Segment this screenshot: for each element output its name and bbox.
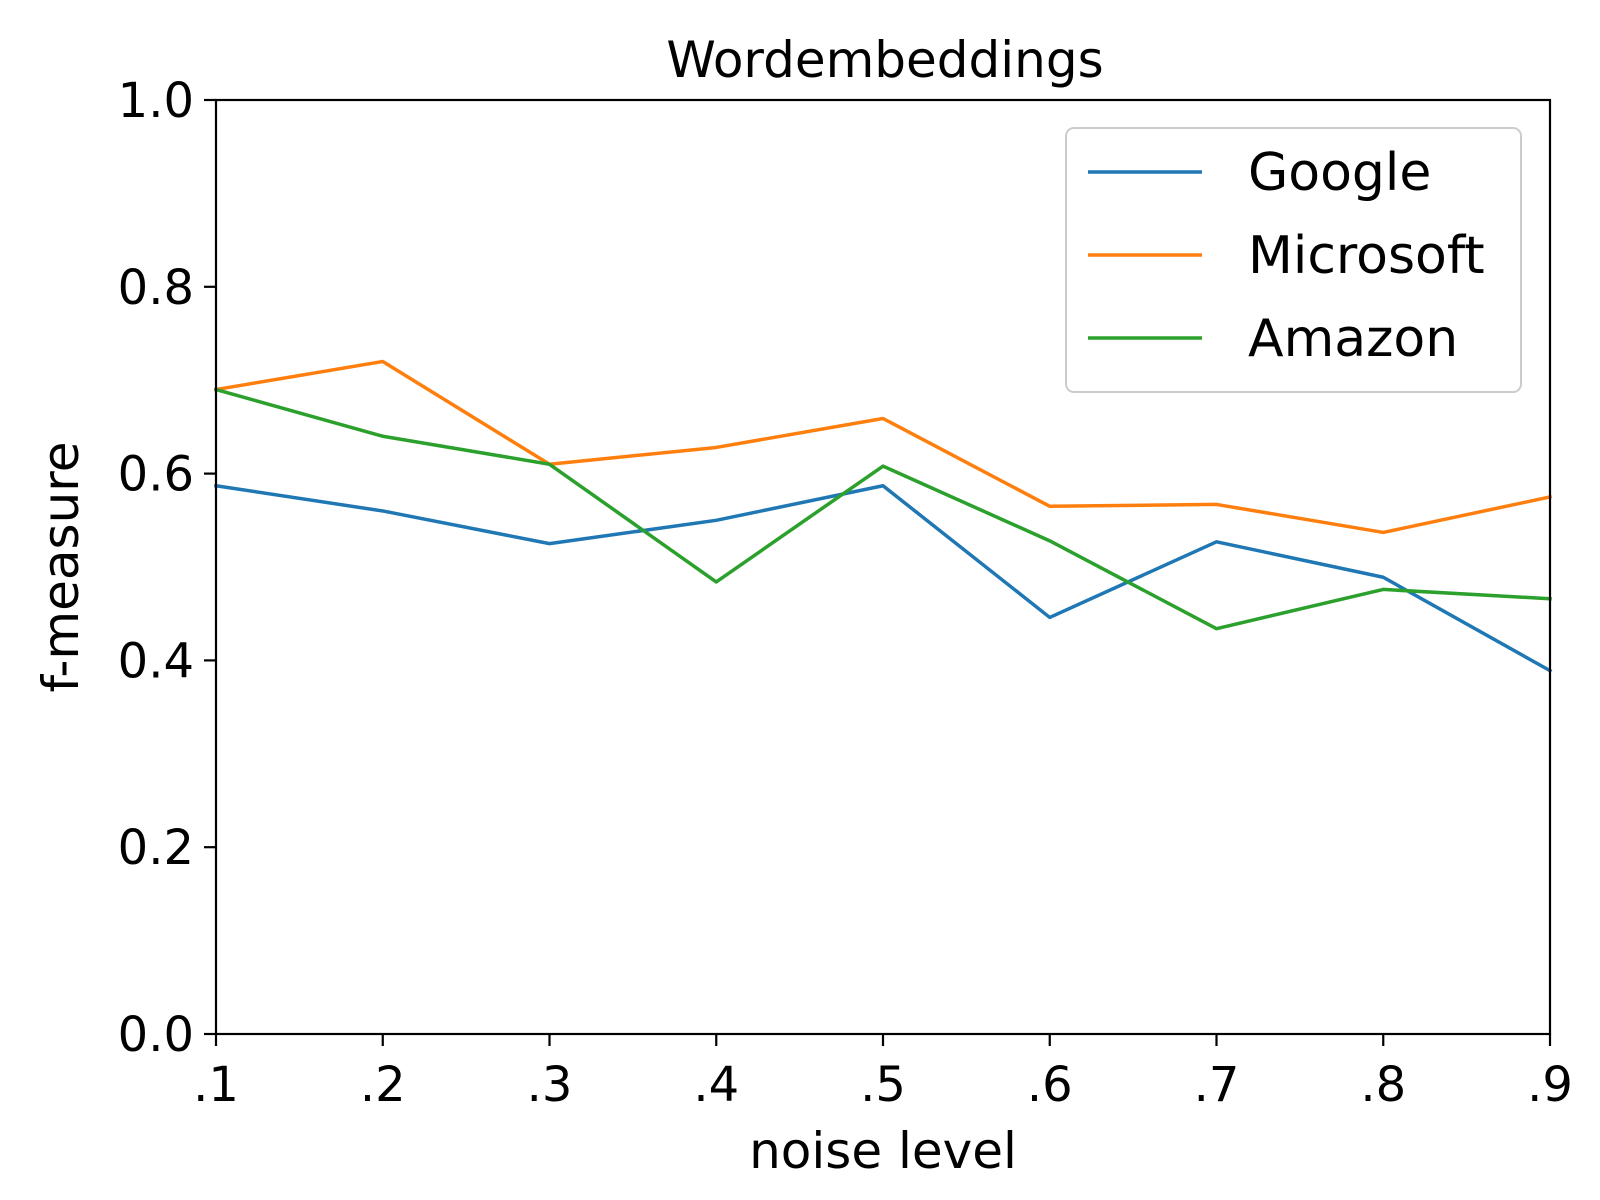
x-axis-ticks: .1 .2 .3 .4 .5 .6 .7 .8 .9 bbox=[193, 1034, 1573, 1113]
legend: Google Microsoft Amazon bbox=[1065, 127, 1522, 393]
x-tick-label: .7 bbox=[1194, 1057, 1240, 1113]
y-tick-label: 0.4 bbox=[118, 633, 194, 689]
x-tick-label: .2 bbox=[360, 1057, 406, 1113]
chart-title: Wordembeddings bbox=[666, 31, 1103, 89]
plot-frame bbox=[214, 98, 1552, 1036]
y-tick-label: 0.8 bbox=[118, 260, 194, 316]
x-tick-label: .6 bbox=[1027, 1057, 1073, 1113]
y-axis-ticks: 0.0 0.2 0.4 0.6 0.8 1.0 bbox=[118, 73, 216, 1063]
legend-label-microsoft: Microsoft bbox=[1248, 226, 1485, 286]
x-tick-label: .9 bbox=[1527, 1057, 1573, 1113]
legend-label-google: Google bbox=[1248, 143, 1431, 203]
series-line-google bbox=[214, 483, 1553, 674]
legend-box bbox=[1065, 127, 1522, 393]
y-tick-label: 0.0 bbox=[118, 1007, 194, 1063]
x-tick-label: .4 bbox=[693, 1057, 739, 1113]
y-tick-label: 1.0 bbox=[118, 73, 194, 129]
series-lines bbox=[213, 359, 1553, 674]
series-line-microsoft bbox=[213, 359, 1553, 535]
legend-label-amazon: Amazon bbox=[1248, 309, 1458, 369]
x-axis-label: noise level bbox=[749, 1122, 1017, 1180]
series-line-amazon bbox=[213, 387, 1552, 631]
x-tick-label: .3 bbox=[527, 1057, 573, 1113]
y-tick-label: 0.6 bbox=[118, 447, 194, 503]
x-tick-label: .8 bbox=[1360, 1057, 1406, 1113]
y-tick-label: 0.2 bbox=[118, 820, 194, 876]
y-axis-label: f-measure bbox=[32, 442, 90, 693]
x-tick-label: .1 bbox=[193, 1057, 239, 1113]
x-tick-label: .5 bbox=[860, 1057, 906, 1113]
